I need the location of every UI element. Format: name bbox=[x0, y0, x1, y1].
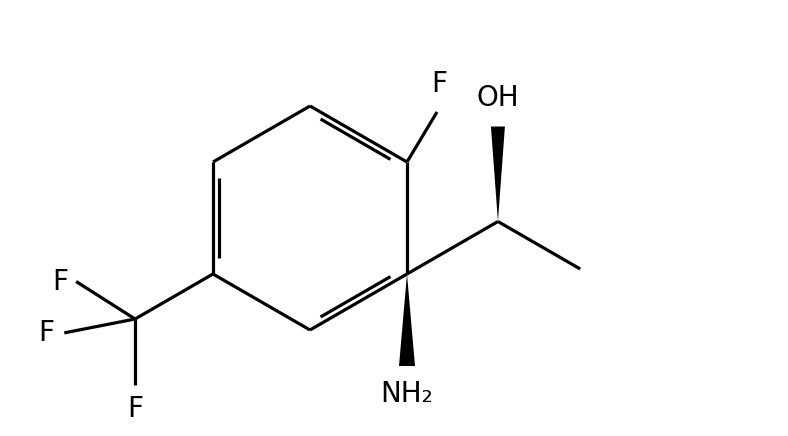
Text: OH: OH bbox=[477, 84, 519, 112]
Text: NH₂: NH₂ bbox=[381, 380, 433, 408]
Text: F: F bbox=[52, 268, 68, 296]
Text: F: F bbox=[431, 70, 447, 98]
Text: F: F bbox=[127, 395, 143, 423]
Polygon shape bbox=[399, 274, 415, 366]
Polygon shape bbox=[491, 126, 505, 221]
Text: F: F bbox=[39, 319, 54, 347]
